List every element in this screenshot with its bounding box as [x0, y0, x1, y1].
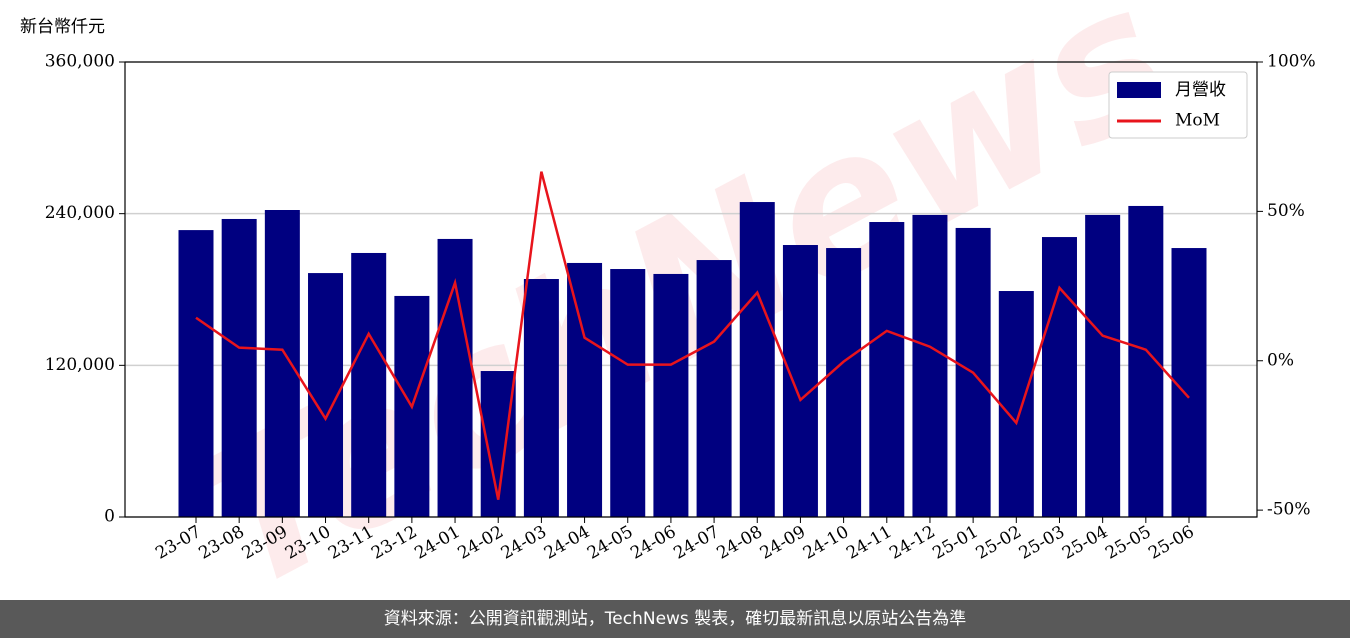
- bar: [264, 210, 300, 517]
- x-tick-label: 25-06: [1145, 522, 1197, 564]
- bar: [739, 202, 775, 518]
- bar: [1085, 214, 1121, 518]
- plot-frame: [124, 61, 1258, 518]
- x-tick-label: 24-08: [714, 522, 766, 564]
- bar: [826, 248, 862, 518]
- bar: [523, 279, 559, 517]
- bar: [869, 222, 905, 517]
- bar: [351, 252, 387, 517]
- y-tick-label: 120,000: [45, 355, 115, 375]
- x-tick-label: 24-09: [757, 522, 809, 564]
- x-tick-label: 24-03: [498, 522, 550, 564]
- y-tick-label: 360,000: [45, 52, 115, 72]
- bar: [1171, 248, 1207, 518]
- x-tick-label: 25-03: [1016, 522, 1068, 564]
- bar: [696, 260, 732, 517]
- x-tick-label: 24-04: [541, 522, 593, 564]
- x-tick-label: 25-01: [929, 522, 981, 564]
- legend-swatch: [1117, 82, 1161, 98]
- bar: [178, 230, 214, 517]
- x-tick-label: 25-02: [973, 522, 1025, 564]
- x-tick-label: 24-06: [627, 522, 679, 564]
- legend-label: 月營收: [1175, 80, 1226, 100]
- x-tick-label: 24-05: [584, 522, 636, 564]
- footer: 資料來源：公開資訊觀測站，TechNews 製表，確切最新訊息以原站公告為準: [0, 600, 1350, 638]
- x-tick-label: 23-07: [152, 522, 204, 564]
- x-tick-label: 24-10: [800, 522, 852, 564]
- line: [195, 171, 1190, 500]
- x-tick-label: 25-05: [1102, 522, 1154, 564]
- bar: [912, 214, 948, 518]
- bar: [221, 218, 257, 517]
- legend: 月營收 MoM: [1108, 71, 1248, 139]
- x-tick-label: 24-11: [843, 522, 895, 564]
- y2-tick-label: 0%: [1267, 350, 1294, 370]
- bar: [1041, 237, 1077, 517]
- y2-tick-label: 100%: [1267, 52, 1316, 72]
- bar: [998, 291, 1034, 517]
- bar: [653, 273, 689, 517]
- x-tick-label: 24-12: [886, 522, 938, 564]
- y-axis-label: 新台幣仟元: [20, 17, 105, 37]
- legend-label: MoM: [1175, 111, 1220, 131]
- x-tick-label: 24-07: [670, 522, 722, 564]
- y-tick-label: 240,000: [45, 203, 115, 223]
- y-tick-label: 0: [104, 507, 115, 527]
- bar: [782, 245, 818, 517]
- bar: [567, 262, 603, 517]
- chart: 新台幣仟元 TechNews0120,000240,000360,000-50%…: [20, 0, 1316, 600]
- bar: [610, 269, 646, 517]
- y2-tick-label: -50%: [1267, 500, 1311, 520]
- x-tick-label: 25-04: [1059, 522, 1111, 564]
- y2-tick-label: 50%: [1267, 201, 1305, 221]
